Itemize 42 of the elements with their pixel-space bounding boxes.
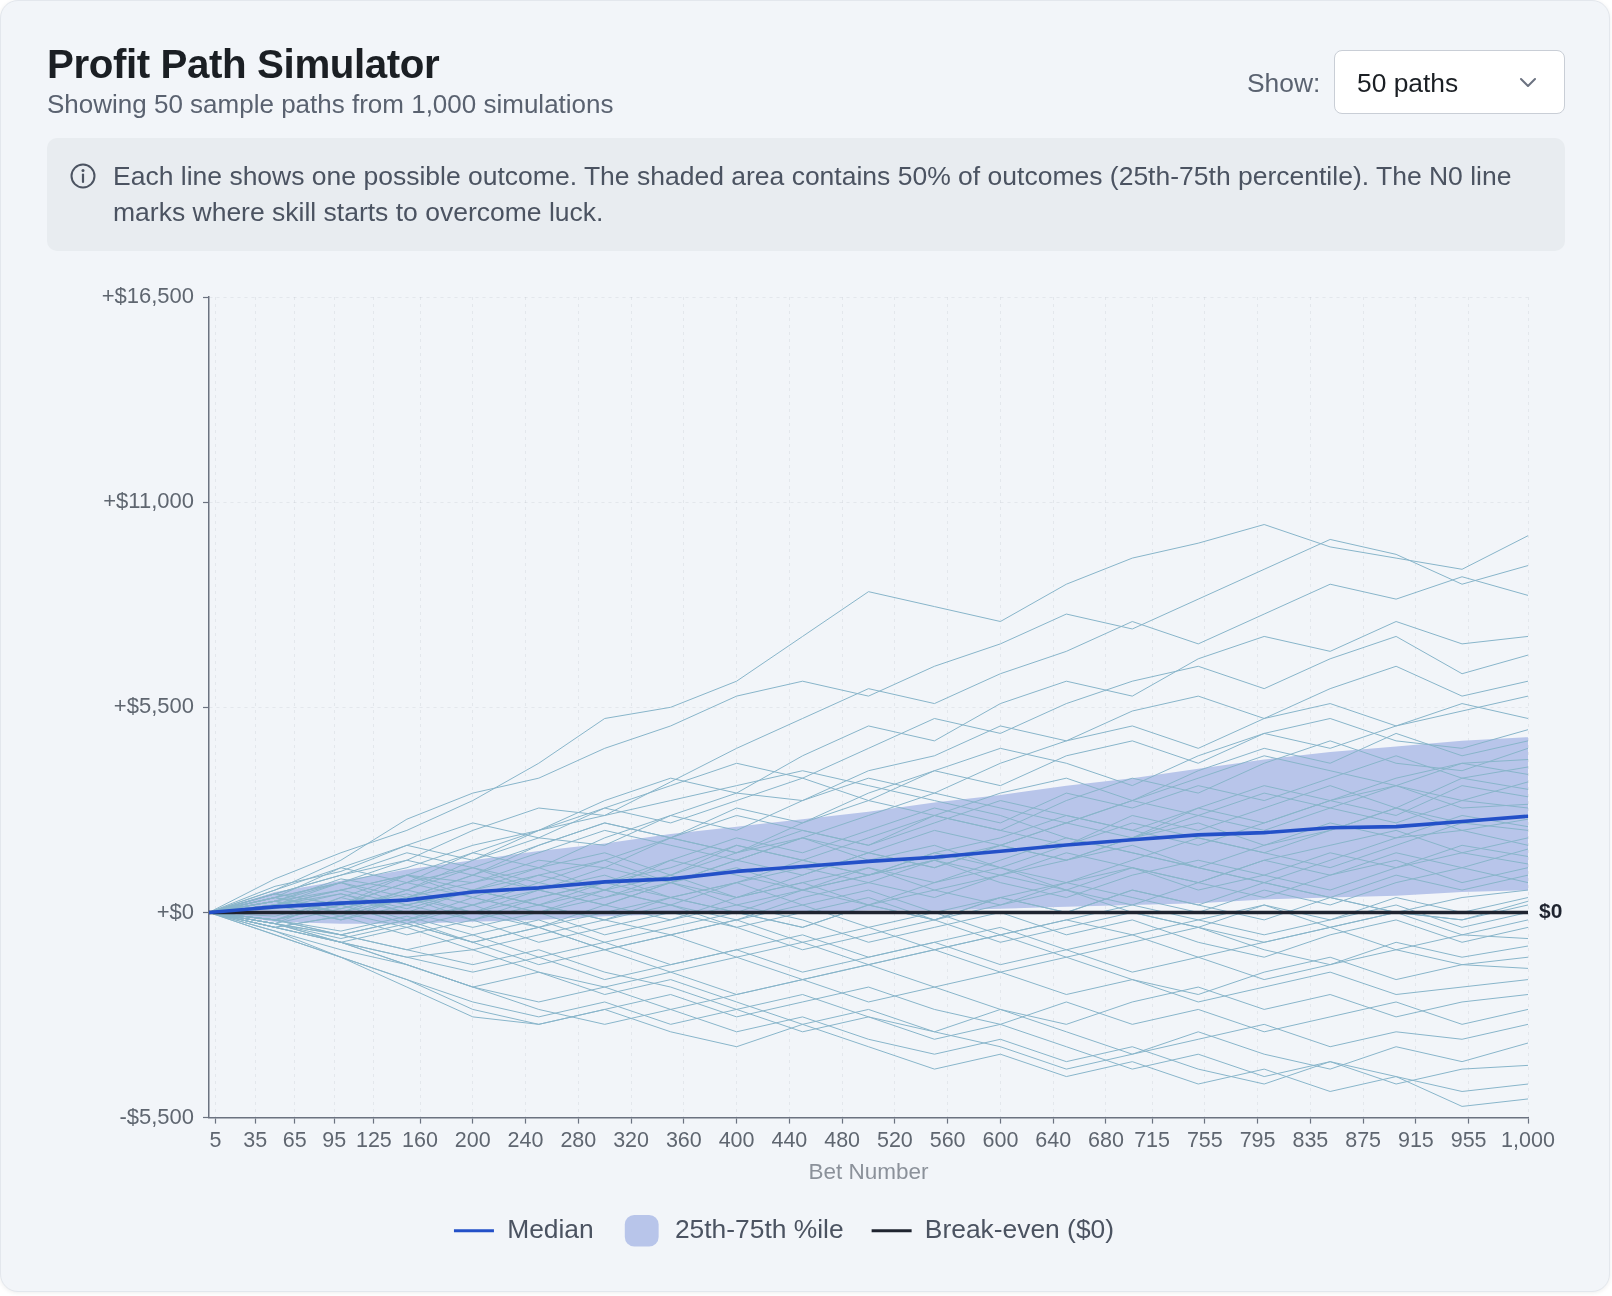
y-tick-label: +$0 (156, 898, 194, 924)
x-tick-label: 640 (1035, 1128, 1072, 1153)
legend-label: Break-even ($0) (924, 1214, 1115, 1245)
x-tick-label: 520 (876, 1128, 913, 1153)
y-tick-label: +$11,000 (103, 488, 194, 514)
x-tick-label: 795 (1239, 1128, 1276, 1153)
x-tick-label: 755 (1186, 1128, 1223, 1153)
x-tick-label: 360 (665, 1128, 702, 1153)
chart-title: Profit Path Simulator (47, 41, 440, 89)
x-tick-label: 560 (929, 1128, 966, 1153)
x-tick-label: 65 (282, 1128, 307, 1153)
x-tick-label: 955 (1450, 1128, 1487, 1153)
x-tick-label: 95 (322, 1128, 347, 1153)
x-tick-label: 680 (1087, 1128, 1124, 1153)
x-tick-label: 1,000 (1501, 1128, 1555, 1153)
x-tick-label: 480 (824, 1128, 861, 1153)
x-tick-label: 35 (243, 1128, 268, 1153)
y-tick-label: +$16,500 (101, 283, 194, 309)
text: Each line shows one possible outcome. The shaded area contains 50% of outcomes (25th-75th percentile). The N0 line marks where skill starts to overcome luck. (113, 160, 1513, 229)
x-tick-label: 600 (982, 1128, 1019, 1153)
x-tick-label: 875 (1345, 1128, 1382, 1153)
x-tick-label: 240 (507, 1128, 544, 1153)
x-tick-label: 5 (209, 1128, 222, 1153)
text: Show: (1247, 67, 1321, 99)
x-tick-label: 400 (718, 1128, 755, 1153)
text: 50 paths (1357, 67, 1459, 99)
annotation: $0 (1539, 899, 1563, 923)
x-tick-label: 160 (402, 1128, 439, 1153)
x-tick-label: 280 (560, 1128, 597, 1153)
x-tick-label: 835 (1292, 1128, 1329, 1153)
legend-label: 25th-75th %ile (674, 1214, 844, 1245)
legend-label: Median (507, 1214, 594, 1245)
x-axis-title: Bet Number (808, 1159, 930, 1185)
x-tick-label: 915 (1397, 1128, 1434, 1153)
x-tick-label: 440 (771, 1128, 808, 1153)
y-tick-label: -$5,500 (119, 1103, 194, 1129)
x-tick-label: 715 (1134, 1128, 1171, 1153)
y-tick-label: +$5,500 (113, 693, 194, 719)
x-tick-label: 125 (355, 1128, 392, 1153)
x-tick-label: 200 (454, 1128, 491, 1153)
chart-subtitle: Showing 50 sample paths from 1,000 simulations (47, 89, 614, 119)
x-tick-label: 320 (613, 1128, 650, 1153)
